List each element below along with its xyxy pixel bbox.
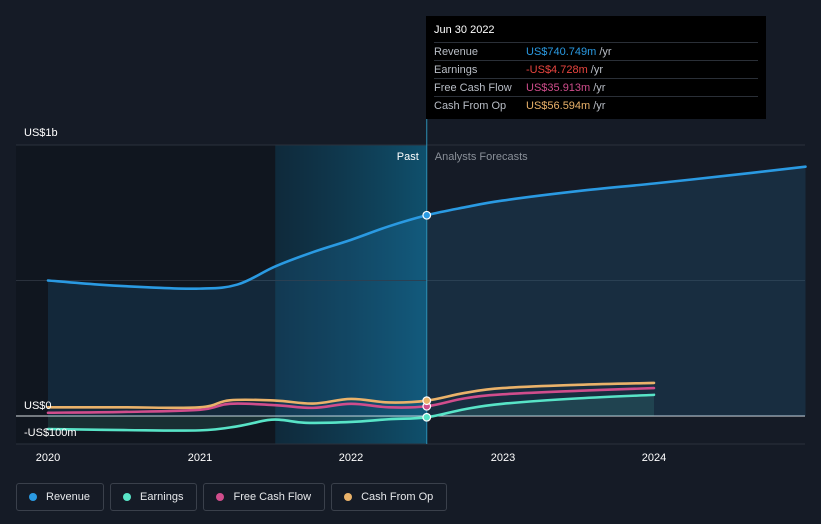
tooltip-unit: /yr (593, 99, 606, 112)
tooltip: Jun 30 2022 Revenue US$740.749m/yr Earning… (426, 16, 766, 119)
legend: Revenue Earnings Free Cash Flow Cash From O… (16, 483, 448, 511)
tooltip-value: US$56.594m (526, 99, 591, 112)
cash-from-op-line (46, 381, 656, 410)
tooltip-date: Jun 30 2022 (434, 24, 495, 36)
tooltip-row: Earnings -US$4.728m/yr (434, 60, 758, 78)
tooltip-row: Revenue US$740.749m/yr (434, 42, 758, 60)
tooltip-label: Revenue (434, 45, 479, 58)
legend-item-cash-from-op[interactable]: Cash From Op (331, 483, 448, 511)
legend-dot-icon (344, 493, 353, 501)
y-label-bottom: -US$100m (24, 427, 77, 439)
x-axis: 2020 2021 2022 2023 2024 (36, 452, 666, 464)
highlight-markers (422, 210, 432, 422)
free-cash-flow-line (46, 386, 656, 415)
gridlines (16, 144, 805, 445)
revenue-line (46, 165, 807, 291)
past-label: Past (397, 151, 419, 163)
legend-dot-icon (123, 493, 132, 501)
legend-label: Revenue (46, 491, 91, 503)
legend-dot-icon (216, 493, 225, 501)
x-tick-label: 2022 (339, 452, 363, 464)
tooltip-unit: /yr (590, 63, 603, 76)
tooltip-label: Free Cash Flow (434, 81, 512, 94)
x-tick-label: 2024 (642, 452, 666, 464)
series-lines (46, 165, 807, 432)
legend-label: Earnings (140, 491, 184, 503)
earnings-marker (422, 412, 432, 422)
revenue-marker (422, 210, 432, 220)
legend-dot-icon (29, 493, 37, 501)
tooltip-row: Cash From Op US$56.594m/yr (434, 96, 758, 114)
legend-item-free-cash-flow[interactable]: Free Cash Flow (203, 483, 326, 511)
tooltip-label: Cash From Op (434, 99, 507, 112)
chart: US$1b US$0 -US$100m Past Analysts Foreca… (16, 119, 807, 464)
tooltip-unit: /yr (599, 45, 612, 58)
legend-item-revenue[interactable]: Revenue (16, 483, 105, 511)
tooltip-value: US$740.749m (526, 45, 597, 58)
x-tick-label: 2023 (491, 452, 515, 464)
tooltip-value: -US$4.728m (526, 63, 588, 76)
cash-from-op-marker (422, 396, 432, 406)
legend-label: Cash From Op (361, 491, 434, 503)
x-tick-label: 2021 (188, 452, 212, 464)
legend-item-earnings[interactable]: Earnings (110, 483, 198, 511)
earnings-line (46, 393, 656, 432)
tooltip-label: Earnings (434, 63, 478, 76)
x-tick-label: 2020 (36, 452, 60, 464)
forecast-label: Analysts Forecasts (435, 151, 528, 163)
tooltip-unit: /yr (593, 81, 606, 94)
y-label-zero: US$0 (24, 400, 52, 412)
tooltip-value: US$35.913m (526, 81, 591, 94)
tooltip-row: Free Cash Flow US$35.913m/yr (434, 78, 758, 96)
y-label-top: US$1b (24, 127, 58, 139)
past-highlight-region (275, 145, 427, 444)
legend-label: Free Cash Flow (233, 491, 312, 503)
